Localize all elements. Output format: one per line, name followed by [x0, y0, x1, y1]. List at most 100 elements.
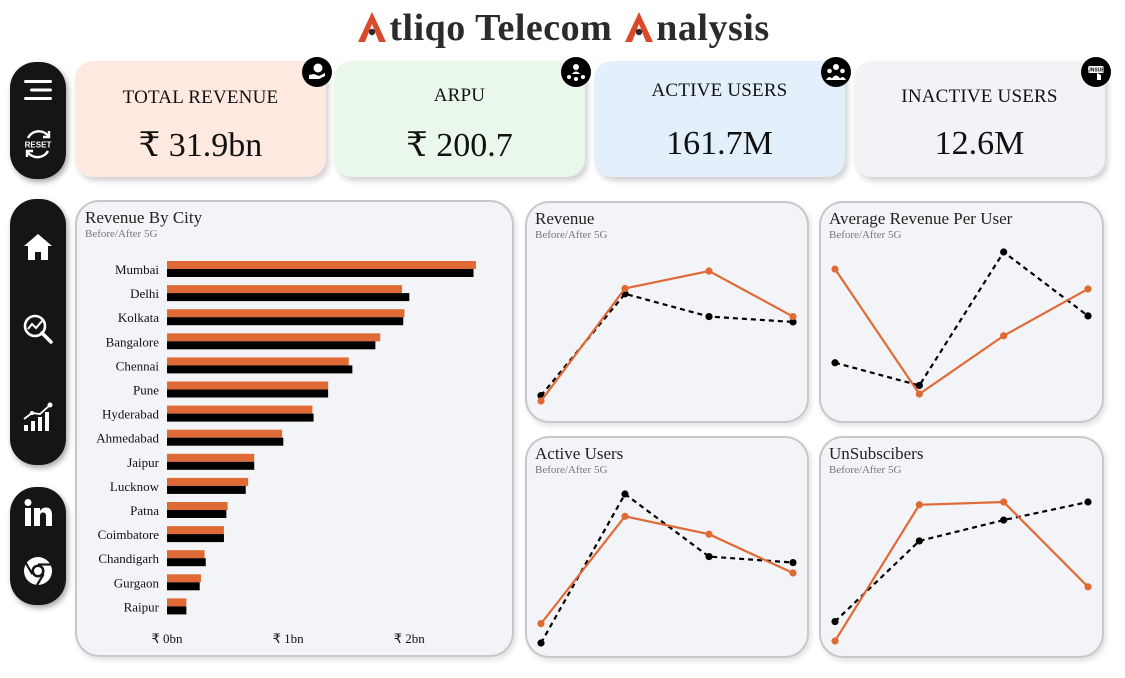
- kpi-card-arpu: ARPU ₹ 200.7: [334, 57, 591, 177]
- series-line-before-5g: [834, 250, 1089, 387]
- bar-chart-plot: Mumbai Delhi Kolkata Bangalore Chennai Pune Hy…: [96, 261, 476, 646]
- bar-after-5g: [167, 261, 476, 269]
- analytics-search-icon: [23, 314, 53, 344]
- kpi-label: ACTIVE USERS: [651, 80, 788, 101]
- nav-home-button[interactable]: [18, 227, 58, 267]
- chrome-link[interactable]: [18, 551, 58, 591]
- arpu-line-chart: Average Revenue Per User Before/After 5G: [819, 201, 1104, 423]
- city-label: Chennai: [116, 358, 160, 373]
- revenue-line-chart: Revenue Before/After 5G: [525, 201, 809, 423]
- title-text-2: nalysis: [656, 7, 770, 49]
- city-label: Patna: [130, 503, 159, 518]
- bar-before-5g: [167, 510, 227, 518]
- bar-after-5g: [167, 477, 249, 486]
- bar-after-5g: [167, 502, 228, 510]
- bar-before-5g: [167, 485, 246, 494]
- bar-before-5g: [167, 389, 329, 398]
- data-point-before-5g: [789, 558, 797, 567]
- chrome-icon: [24, 557, 52, 586]
- bar-before-5g: [167, 534, 224, 543]
- kpi-card-active-users: ACTIVE USERS 161.7M: [594, 57, 851, 177]
- kpi-value: ₹ 31.9bn: [138, 127, 263, 164]
- kpi-value: 161.7M: [666, 125, 773, 162]
- city-label: Chandigarh: [98, 551, 159, 566]
- city-label: Jaipur: [127, 455, 159, 470]
- reset-button[interactable]: RESET: [18, 124, 58, 164]
- city-label: Ahmedabad: [96, 431, 159, 446]
- city-label: Hyderabad: [102, 407, 160, 422]
- data-point-after-5g: [705, 530, 713, 538]
- chart-subtitle: Before/After 5G: [535, 464, 608, 476]
- bar-after-5g: [167, 574, 201, 583]
- linkedin-link[interactable]: [18, 493, 58, 533]
- bar-after-5g: [167, 309, 405, 318]
- kpi-card-total-revenue: TOTAL REVENUE ₹ 31.9bn: [75, 57, 332, 177]
- data-point-before-5g: [915, 537, 923, 545]
- data-point-before-5g: [789, 318, 797, 326]
- data-point-after-5g: [831, 637, 839, 645]
- kpi-label: ARPU: [433, 85, 486, 106]
- data-point-after-5g: [789, 312, 797, 321]
- bar-before-5g: [167, 269, 474, 277]
- data-point-before-5g: [831, 359, 839, 367]
- data-point-before-5g: [831, 617, 839, 626]
- nav-analysis-button[interactable]: [18, 309, 58, 349]
- nav-growth-button[interactable]: [18, 397, 58, 437]
- data-point-after-5g: [621, 284, 629, 293]
- kpi-label: INACTIVE USERS: [901, 86, 1058, 107]
- revenue-by-city-chart: Revenue By City Before/After 5G Mumbai De…: [75, 200, 514, 657]
- team-icon: [821, 57, 851, 87]
- city-label: Lucknow: [110, 479, 160, 494]
- title-text-1: tliqo Telecom: [389, 7, 623, 49]
- chart-subtitle: Before/After 5G: [535, 229, 608, 241]
- data-point-before-5g: [537, 639, 545, 647]
- bar-after-5g: [167, 285, 403, 294]
- city-label: Bangalore: [106, 334, 160, 349]
- active-users-line-chart: Active Users Before/After 5G: [525, 436, 809, 658]
- x-tick-label: ₹ 2bn: [394, 631, 426, 646]
- series-line-before-5g: [540, 492, 794, 644]
- data-point-after-5g: [789, 569, 797, 577]
- line-chart-plot: [831, 248, 1092, 398]
- city-label: Mumbai: [115, 262, 159, 277]
- data-point-before-5g: [621, 490, 629, 498]
- line-chart-plot: [537, 267, 797, 405]
- data-point-before-5g: [705, 552, 713, 561]
- bar-after-5g: [167, 357, 349, 366]
- menu-button[interactable]: [18, 70, 58, 110]
- bar-after-5g: [167, 381, 329, 390]
- city-label: Kolkata: [118, 310, 159, 325]
- bar-after-5g: [167, 550, 205, 559]
- data-point-after-5g: [537, 620, 545, 628]
- bar-before-5g: [167, 437, 284, 446]
- svg-text:UNSUB: UNSUB: [1087, 68, 1105, 74]
- sidebar-top: RESET: [10, 62, 66, 179]
- data-point-before-5g: [705, 312, 713, 321]
- reset-icon: RESET: [25, 130, 51, 159]
- data-point-before-5g: [1084, 498, 1092, 506]
- bar-before-5g: [167, 606, 187, 615]
- unsubscribers-line-chart: UnSubscibers Before/After 5G: [819, 436, 1104, 658]
- linkedin-icon: [24, 499, 52, 526]
- data-point-after-5g: [1000, 332, 1008, 340]
- series-line-after-5g: [540, 269, 794, 402]
- city-label: Delhi: [130, 286, 159, 301]
- x-tick-label: ₹ 1bn: [273, 631, 305, 646]
- data-point-after-5g: [705, 267, 713, 275]
- line-chart-plot: [831, 498, 1092, 645]
- menu-icon: [24, 80, 52, 100]
- series-line-after-5g: [834, 500, 1089, 642]
- series-line-after-5g: [540, 515, 794, 625]
- data-point-before-5g: [1084, 312, 1092, 320]
- unsubscribe-icon: UNSUB: [1081, 57, 1111, 87]
- chart-subtitle: Before/After 5G: [829, 464, 902, 476]
- bar-after-5g: [167, 526, 224, 535]
- data-point-after-5g: [537, 397, 545, 405]
- chart-title: Revenue: [535, 209, 595, 228]
- sidebar-nav: [10, 199, 66, 465]
- data-point-after-5g: [915, 501, 923, 509]
- city-label: Raipur: [124, 599, 160, 614]
- kpi-value: ₹ 200.7: [406, 127, 513, 164]
- bar-after-5g: [167, 453, 255, 462]
- x-tick-label: ₹ 0bn: [151, 631, 183, 646]
